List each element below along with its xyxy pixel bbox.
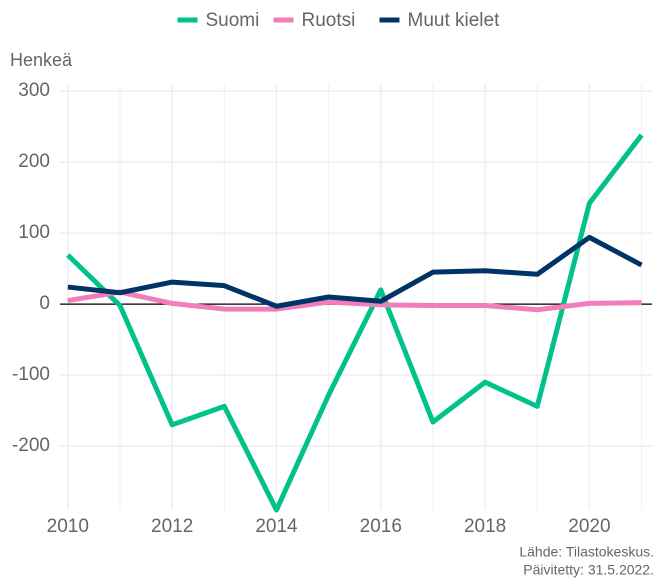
line [67, 289, 642, 313]
x-tick-label: 2014 [255, 516, 298, 537]
legend-label: Suomi [206, 10, 260, 31]
line [66, 133, 644, 513]
x-tick-label: 2010 [47, 516, 89, 537]
source: Päivitetty: 31.5.2022. [523, 562, 653, 578]
y-tick-label: -200 [12, 435, 50, 456]
y-tick-label: -100 [12, 364, 50, 385]
legend-label: Ruotsi [302, 10, 356, 31]
legend-label: Muut kielet [408, 10, 501, 31]
y-tick-label: 200 [18, 151, 50, 172]
x-tick-label: 2012 [151, 516, 193, 537]
y-axis-label: Henkeä [10, 50, 73, 70]
x-tick-label: 2016 [360, 516, 402, 537]
x-tick-label: 2018 [464, 516, 506, 537]
source: Lähde: Tilastokeskus. [519, 544, 653, 560]
y-tick-label: 300 [18, 80, 50, 101]
y-tick-label: 100 [18, 222, 50, 243]
y-tick-label: 0 [39, 293, 50, 314]
x-tick-label: 2020 [568, 516, 610, 537]
line [67, 234, 643, 309]
